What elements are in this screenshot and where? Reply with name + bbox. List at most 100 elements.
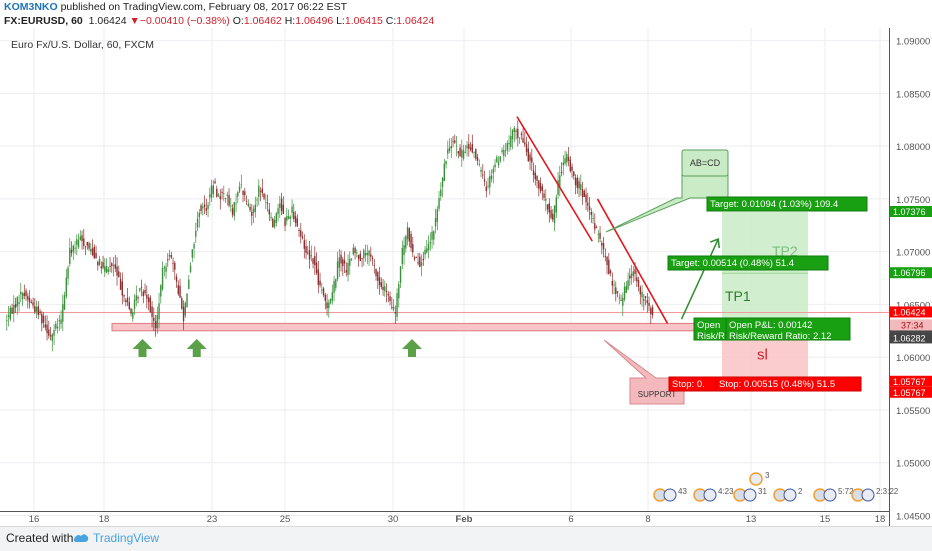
- candle-body: [611, 280, 613, 286]
- y-tick-label: 1.06000: [896, 353, 930, 364]
- candle-body: [196, 218, 199, 228]
- candle-body: [126, 297, 129, 303]
- candle-body: [56, 326, 59, 329]
- candle-body: [261, 188, 263, 194]
- candle-body: [335, 279, 337, 288]
- candle-body: [69, 247, 71, 265]
- author-link[interactable]: KOM3NKO: [4, 1, 58, 13]
- candle-body: [312, 258, 314, 264]
- candle-body: [501, 150, 503, 152]
- candle-body: [644, 296, 647, 298]
- price-tag-label: 1.06282: [893, 333, 926, 343]
- chart-title: Euro Fx/U.S. Dollar, 60, FXCM: [11, 39, 154, 51]
- candle-body: [567, 156, 570, 161]
- candle-body: [347, 262, 349, 276]
- candle-body: [601, 242, 603, 246]
- candle-body: [338, 257, 340, 268]
- candle-body: [51, 334, 53, 341]
- candle-body: [562, 162, 564, 166]
- candle-body: [336, 261, 339, 280]
- price-tag-bg: [890, 267, 932, 279]
- low-value: 1.06415: [344, 15, 383, 27]
- candle-body: [20, 291, 22, 295]
- price-tag: 1.07376: [890, 206, 932, 218]
- candle-body: [331, 292, 333, 301]
- candle-body: [555, 197, 557, 213]
- candle-body: [345, 270, 347, 273]
- candle-body: [149, 297, 151, 312]
- candle-body: [163, 267, 165, 269]
- candle-body: [314, 255, 316, 266]
- published-text: published on TradingView.com, February 0…: [60, 1, 347, 13]
- candle-body: [125, 300, 127, 302]
- tradingview-logo-icon: [73, 534, 89, 542]
- candle-body: [625, 285, 627, 294]
- candle-body: [202, 206, 204, 209]
- candle-body: [48, 329, 50, 336]
- support-arrow-icon: [186, 339, 207, 357]
- candle-body: [245, 201, 248, 203]
- close-value: 1.06424: [396, 15, 435, 27]
- candle-body: [132, 312, 134, 319]
- candle-body: [566, 154, 568, 163]
- candle-body: [496, 157, 498, 162]
- candle-body: [594, 223, 596, 230]
- candle-body: [240, 184, 242, 186]
- candle-body: [130, 308, 132, 314]
- candle-body: [144, 289, 146, 294]
- candle-body: [517, 128, 519, 138]
- candle-body: [154, 321, 157, 328]
- candle-body: [97, 261, 99, 266]
- candle-body: [223, 192, 225, 194]
- price-tag: 1.06282: [890, 332, 932, 344]
- y-tick-label: 1.07000: [896, 248, 930, 259]
- candle-body: [296, 218, 298, 227]
- candle-body: [60, 319, 62, 324]
- candle-body: [293, 211, 295, 220]
- candle-body: [268, 209, 270, 215]
- candle-body: [609, 270, 612, 274]
- candle-body: [508, 142, 510, 145]
- candle-body: [585, 194, 587, 203]
- candle-body: [151, 306, 153, 318]
- support-label: SUPPORT: [638, 390, 677, 399]
- tradingview-link[interactable]: TradingView: [93, 531, 160, 545]
- candle-body: [574, 177, 577, 186]
- candle-body: [646, 300, 648, 304]
- price-chart[interactable]: 1.04500 1.05000 1.05500 1.06000 1.06500 1.070…: [0, 28, 932, 526]
- trendline: [596, 198, 669, 324]
- candle-body: [70, 249, 73, 254]
- candle-body: [527, 148, 529, 162]
- candle-body: [569, 159, 571, 172]
- candle-body: [27, 295, 29, 300]
- candle-body: [576, 178, 578, 188]
- candle-body: [352, 247, 354, 255]
- candle-body: [410, 233, 412, 249]
- price-tag-bg: [890, 375, 932, 387]
- candle-body: [475, 149, 477, 159]
- candle-body: [156, 315, 158, 329]
- event-count: 5:72: [838, 487, 854, 496]
- candle-body: [487, 185, 489, 187]
- candle-body: [188, 279, 190, 290]
- candle-body: [583, 191, 585, 197]
- price-tag-bg: [890, 306, 932, 318]
- open-pl-box-text: Risk/Reward Ratio: 2.12: [729, 331, 831, 342]
- candle-body: [210, 185, 213, 198]
- candle-body: [34, 306, 36, 313]
- candle-body: [329, 299, 332, 304]
- candle-body: [198, 212, 200, 218]
- candle-body: [230, 205, 232, 207]
- candle-body: [30, 302, 32, 303]
- candle-body: [623, 286, 626, 300]
- low-label: L:: [336, 15, 345, 27]
- open-short-box-text: Open: [697, 320, 720, 331]
- candle-body: [578, 181, 580, 189]
- candle-body: [632, 271, 634, 276]
- candle-body: [438, 198, 440, 209]
- event-flag-icon: [783, 488, 797, 502]
- candle-body: [557, 180, 559, 195]
- support-arrow-icon: [402, 339, 422, 357]
- candle-body: [83, 238, 85, 246]
- candle-body: [489, 176, 491, 188]
